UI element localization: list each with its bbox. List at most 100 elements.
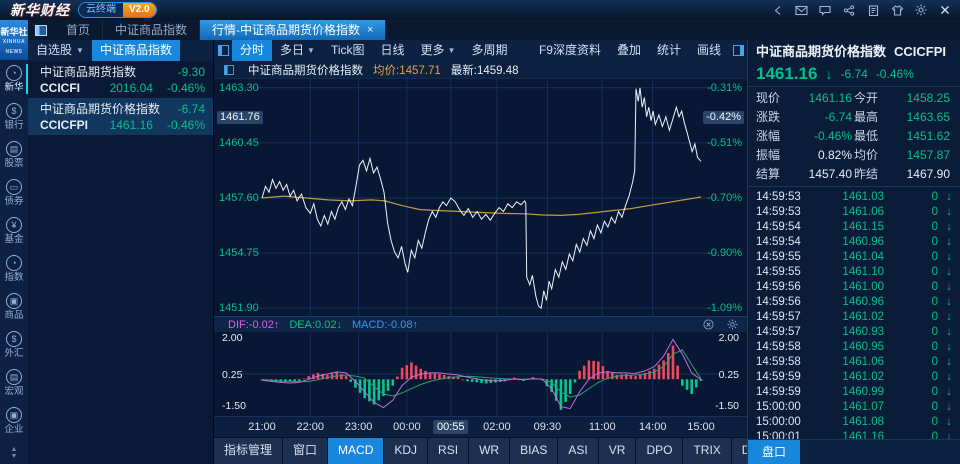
sidebar-scroll-arrows[interactable]: ▲ ▼ bbox=[11, 442, 18, 464]
toolbar-button-多周期[interactable]: 多周期 bbox=[463, 40, 515, 61]
trade-direction-icon: ↓ bbox=[946, 191, 952, 203]
watchlist-item-CCICFI[interactable]: 中证商品期货指数 -9.30 CCICFI 2016.04 -0.46% bbox=[28, 61, 213, 98]
macd-axis-label: -1.50 bbox=[222, 400, 246, 412]
toolbar-button-叠加[interactable]: 叠加 bbox=[616, 43, 641, 57]
tab-bar: 首页 中证商品指数 行情-中证商品期货价格指数 × bbox=[28, 20, 960, 40]
indicator-button-KDJ[interactable]: KDJ bbox=[384, 438, 428, 464]
indicator-button-TRIX[interactable]: TRIX bbox=[683, 438, 731, 464]
toolbar-button-日线[interactable]: 日线 bbox=[373, 40, 413, 61]
chart-toolbar: 分时 多日 ▼ Tick图 日线 更多 ▼ 多周期 F9深度资料 叠加 统计 画线 bbox=[214, 40, 747, 61]
tab-中证商品指数[interactable]: 中证商品指数 bbox=[103, 20, 201, 40]
watchlist-tab-自选股[interactable]: 自选股 ▼ bbox=[28, 40, 92, 61]
trade-price: 1461.06 bbox=[842, 356, 884, 368]
close-icon[interactable] bbox=[938, 3, 952, 17]
panel-right-toggle-icon[interactable] bbox=[729, 40, 747, 61]
macd-indicator-chart[interactable]: 2.00 2.00 0.25 0.25 -1.50 -1.50 bbox=[214, 332, 747, 416]
chart-title: 中证商品期货价格指数 bbox=[248, 64, 363, 77]
indicator-button-BIAS[interactable]: BIAS bbox=[510, 438, 558, 464]
indicator-button-MACD[interactable]: MACD bbox=[328, 438, 384, 464]
trade-row: 14:59:56 1461.00 0 ↓ bbox=[756, 280, 952, 295]
toolbar-spacer bbox=[515, 40, 530, 61]
time-axis-label: 21:00 bbox=[248, 421, 276, 433]
watchlist-tab-label: 中证商品指数 bbox=[99, 43, 172, 57]
trade-volume: 0 bbox=[931, 311, 938, 323]
trade-volume: 0 bbox=[931, 206, 938, 218]
tab-行情-中证商品期货价格指数[interactable]: 行情-中证商品期货价格指数 × bbox=[200, 20, 387, 40]
avg-price-readout: 均价:1457.71 bbox=[373, 64, 441, 77]
trade-time: 14:59:58 bbox=[756, 356, 801, 368]
sidebar-item-企业[interactable]: ▣ 企业 bbox=[0, 402, 28, 440]
toolbar-button-更多[interactable]: 更多 ▼ bbox=[413, 40, 464, 61]
sidebar-item-债券[interactable]: ▭ 债券 bbox=[0, 174, 28, 212]
last-price-readout: 最新:1459.48 bbox=[450, 64, 519, 77]
scroll-down-icon[interactable]: ▼ bbox=[10, 453, 18, 460]
collapse-left-icon[interactable] bbox=[770, 3, 784, 17]
change-pct: -0.46% bbox=[166, 81, 205, 95]
stat-label: 今开 bbox=[854, 91, 879, 105]
message-icon[interactable] bbox=[818, 3, 832, 17]
tab-close-icon[interactable]: × bbox=[367, 24, 374, 36]
toolbar-button-label: 分时 bbox=[240, 43, 265, 57]
sidebar-item-商品[interactable]: ▣ 商品 bbox=[0, 288, 28, 326]
sidebar-item-基金[interactable]: ¥ 基金 bbox=[0, 212, 28, 250]
panel-left-toggle-icon[interactable] bbox=[214, 40, 232, 61]
toolbar-button-F9深度资料[interactable]: F9深度资料 bbox=[538, 43, 601, 57]
change-value: -9.30 bbox=[177, 65, 205, 79]
toolbar-button-label: 日线 bbox=[380, 43, 405, 57]
sidebar-item-银行[interactable]: $ 银行 bbox=[0, 98, 28, 136]
price-change: -6.74 bbox=[840, 67, 868, 81]
trade-time: 14:59:59 bbox=[756, 371, 801, 383]
intraday-price-chart[interactable]: 1463.30 -0.31% 1460.45 -0.51% 1457.60 -0.70% 1… bbox=[214, 79, 747, 316]
indicator-button-WR[interactable]: WR bbox=[469, 438, 510, 464]
note-icon[interactable] bbox=[866, 3, 880, 17]
trade-direction-icon: ↓ bbox=[946, 401, 952, 413]
toolbar-button-Tick图[interactable]: Tick图 bbox=[323, 40, 373, 61]
macd-header: DIF:-0.02↑ DEA:0.02↓ MACD:-0.08↑ bbox=[214, 316, 747, 332]
watchlist-tab-中证商品指数[interactable]: 中证商品指数 bbox=[91, 40, 180, 61]
sidebar-item-股票[interactable]: ▤ 股票 bbox=[0, 136, 28, 174]
sidebar-item-新华[interactable]: ◔ 新华 bbox=[0, 60, 28, 98]
window-layout-icon[interactable] bbox=[28, 20, 54, 40]
indicator-button-ASI[interactable]: ASI bbox=[558, 438, 598, 464]
settings-icon[interactable] bbox=[914, 3, 928, 17]
trade-time: 15:00:01 bbox=[756, 431, 801, 439]
quote-stats: 现价 1461.16 今开 1458.25 涨跌 -6.74 最高 1463.65 涨幅 -0.4… bbox=[748, 86, 960, 187]
sidebar-item-宏观[interactable]: ▤ 宏观 bbox=[0, 364, 28, 402]
price-down-arrow-icon: ↓ bbox=[825, 66, 833, 82]
trade-row: 15:00:00 1461.07 0 ↓ bbox=[756, 400, 952, 415]
tab-首页[interactable]: 首页 bbox=[54, 20, 104, 40]
titlebar: 新华财经 云终端 V2.0 bbox=[0, 0, 960, 20]
trade-price: 1460.99 bbox=[842, 386, 884, 398]
toolbar-button-画线[interactable]: 画线 bbox=[696, 43, 721, 57]
toolbar-button-label: 多周期 bbox=[471, 43, 508, 57]
close-indicator-icon[interactable] bbox=[701, 318, 715, 332]
sidebar-item-指数[interactable]: ◔ 指数 bbox=[0, 250, 28, 288]
indicator-settings-icon[interactable] bbox=[725, 318, 739, 332]
indicator-button-RSI[interactable]: RSI bbox=[428, 438, 469, 464]
scroll-up-icon[interactable]: ▲ bbox=[10, 446, 18, 453]
theme-icon[interactable] bbox=[890, 3, 904, 17]
trade-direction-icon: ↓ bbox=[946, 326, 952, 338]
indicator-button-指标管理[interactable]: 指标管理 bbox=[214, 438, 283, 464]
toolbar-button-分时[interactable]: 分时 bbox=[232, 40, 273, 61]
toolbar-button-多日[interactable]: 多日 ▼ bbox=[272, 40, 323, 61]
macd-axis-label: 2.00 bbox=[718, 332, 739, 345]
mail-icon[interactable] bbox=[794, 3, 808, 17]
toolbar-button-label: 更多 bbox=[420, 43, 445, 57]
panel-toggle-icon[interactable] bbox=[220, 64, 238, 75]
toolbar-button-统计[interactable]: 统计 bbox=[656, 43, 681, 57]
sidebar-item-外汇[interactable]: $ 外汇 bbox=[0, 326, 28, 364]
indicator-button-窗口[interactable]: 窗口 bbox=[283, 438, 328, 464]
indicator-button-VR[interactable]: VR bbox=[598, 438, 636, 464]
stat-value: 0.82% bbox=[817, 148, 852, 162]
indicator-button-DPO[interactable]: DPO bbox=[636, 438, 683, 464]
toolbar-button-label: Tick图 bbox=[330, 43, 365, 57]
watchlist-item-CCICFPI[interactable]: 中证商品期货价格指数 -6.74 CCICFPI 1461.16 -0.46% bbox=[28, 98, 213, 135]
trade-price: 1460.93 bbox=[842, 326, 884, 338]
share-icon[interactable] bbox=[842, 3, 856, 17]
time-axis-label: 14:00 bbox=[638, 421, 667, 433]
cloud-terminal-badge: 云终端 bbox=[79, 3, 123, 17]
time-and-sales-list[interactable]: 14:59:53 1461.03 0 ↓ 14:59:53 1461.06 0 ↓ 14:59:… bbox=[748, 187, 960, 439]
tab-order-book[interactable]: 盘口 bbox=[748, 440, 800, 464]
stat-value: 1451.62 bbox=[906, 129, 950, 143]
